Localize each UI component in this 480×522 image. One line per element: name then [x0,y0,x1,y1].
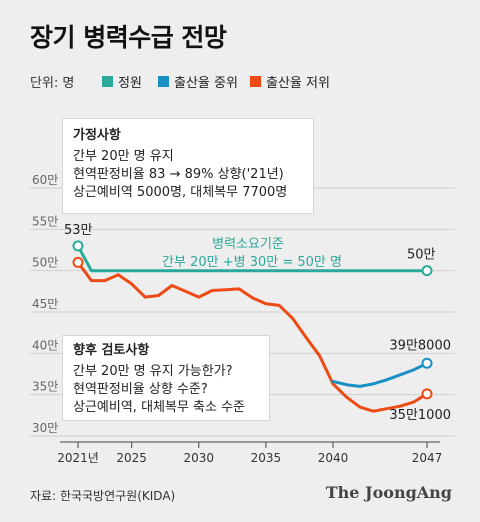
review-title: 향후 검토사항 [73,343,150,358]
data-label: 39만8000 [389,338,451,353]
y-tick-label: 55만 [32,214,58,228]
source-note: 자료: 한국국방연구원(KIDA) [30,489,176,503]
series-line-2 [331,361,429,388]
legend-label-medium: 출산율 중위 [174,76,238,91]
series-marker [421,357,433,369]
legend-label-low: 출산율 저위 [266,76,330,91]
y-tick-label: 45만 [32,297,58,311]
assumption-line: 간부 20만 명 유지 [73,149,174,164]
x-tick-label: 2021년 [57,451,99,465]
x-tick-label: 2040 [318,451,349,465]
legend-swatch-low [250,76,261,87]
assumptions-box: 가정사항 간부 20만 명 유지 현역판정비율 83 → 89% 상향('21년… [62,118,314,214]
requirement-note-title: 병력소요기준 [212,237,284,252]
y-tick-label: 50만 [32,256,58,270]
series-marker [72,240,84,252]
x-tick-label: 2035 [251,451,282,465]
legend-item-medium: 출산율 중위 [158,72,238,91]
y-tick-label: 35만 [32,380,58,394]
series-marker [72,256,84,268]
legend-item-low: 출산율 저위 [250,72,330,91]
assumption-line: 현역판정비율 83 → 89% 상향('21년) [73,167,284,182]
y-tick-label: 60만 [32,173,58,187]
series-line-0 [76,244,429,273]
x-axis: 2021년 2025 2030 2035 2040 2047 [57,441,443,465]
x-tick-label: 2047 [412,451,443,465]
assumption-line: 상근예비역 5000명, 대체복무 7700명 [73,185,288,200]
x-tick-label: 2025 [116,451,147,465]
series-marker [421,265,433,277]
y-tick-label: 30만 [32,421,58,435]
brand-logo: The JoongAng [325,483,452,502]
review-line: 상근예비역, 대체복무 축소 수준 [73,400,246,415]
x-tick-label: 2030 [184,451,215,465]
data-label: 50만 [407,248,436,263]
data-label: 53만 [64,223,93,238]
data-label: 35만1000 [389,408,451,423]
legend-label-quota: 정원 [118,76,142,91]
legend-swatch-medium [158,76,169,87]
unit-label: 단위: 명 [30,76,75,91]
chart-series [72,240,433,413]
legend-item-quota: 정원 [102,72,142,91]
review-line: 현역판정비율 상향 수준? [73,382,208,397]
legend-swatch-quota [102,76,113,87]
series-marker [421,388,433,400]
assumptions-title: 가정사항 [73,128,121,143]
requirement-note-text: 간부 20만 +병 30만 = 50만 명 [162,255,342,270]
y-axis-ticks: 30만 35만 40만 45만 50만 55만 60만 [32,173,58,435]
review-box: 향후 검토사항 간부 20만 명 유지 가능한가? 현역판정비율 상향 수준? … [62,335,270,421]
page-title: 장기 병력수급 전망 [30,23,227,52]
review-line: 간부 20만 명 유지 가능한가? [73,364,233,379]
y-tick-label: 40만 [32,338,58,352]
series-line-1 [76,260,429,413]
